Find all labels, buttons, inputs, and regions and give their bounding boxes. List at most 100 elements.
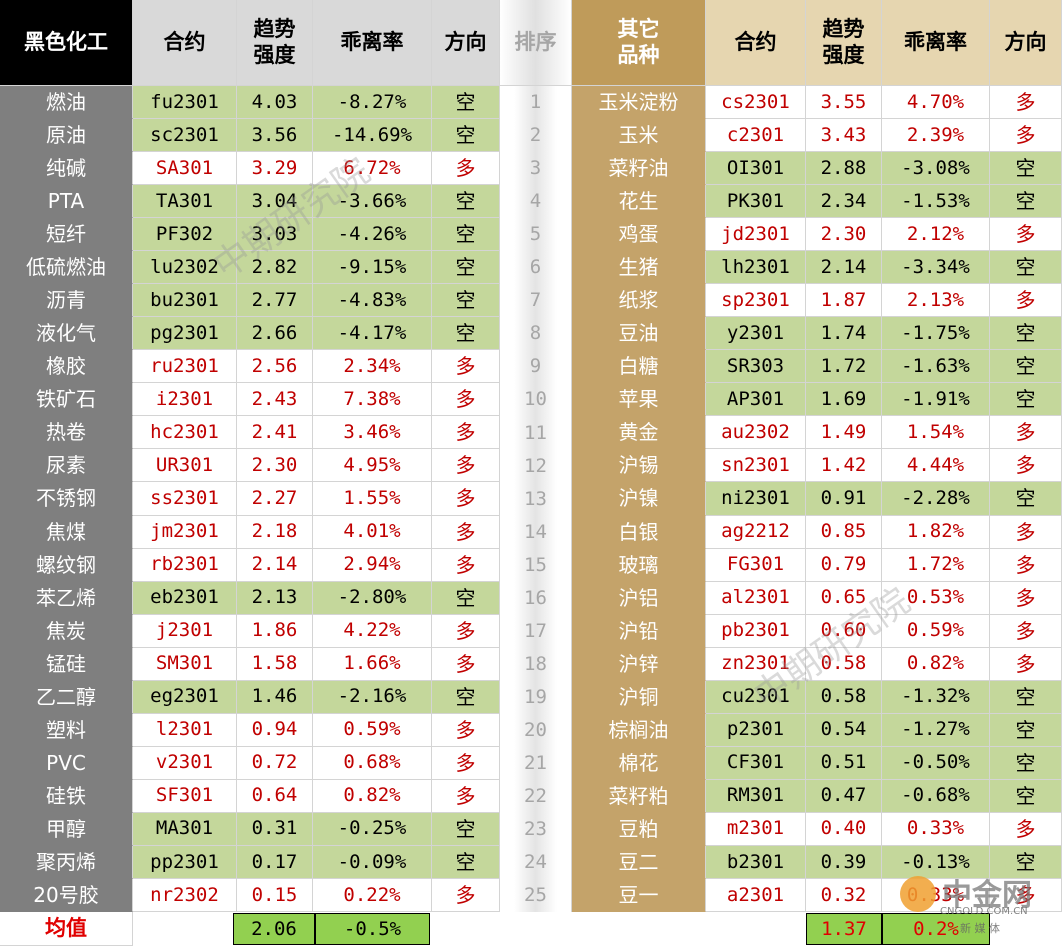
bias-cell: 4.70% xyxy=(882,86,990,120)
direction-cell: 空 xyxy=(990,383,1062,417)
strength-cell: 0.39 xyxy=(806,845,882,879)
product-name: PTA xyxy=(0,185,133,219)
contract-cell: ru2301 xyxy=(133,350,237,384)
bias-cell: 1.82% xyxy=(882,515,990,549)
product-name: 菜籽油 xyxy=(572,152,706,186)
product-name: 豆粕 xyxy=(572,812,706,846)
product-name: 玉米淀粉 xyxy=(572,86,706,120)
strength-cell: 0.79 xyxy=(806,548,882,582)
product-name: 甲醇 xyxy=(0,812,133,846)
bias-cell: 1.72% xyxy=(882,548,990,582)
rank: 19 xyxy=(500,680,572,714)
direction-cell: 多 xyxy=(432,779,500,813)
contract-cell: a2301 xyxy=(706,878,806,912)
product-name: 沥青 xyxy=(0,284,133,318)
strength-cell: 3.03 xyxy=(237,218,313,252)
product-name: 硅铁 xyxy=(0,779,133,813)
contract-cell: pp2301 xyxy=(133,845,237,879)
bias-cell: -2.28% xyxy=(882,482,990,516)
product-name: 焦煤 xyxy=(0,515,133,549)
bias-cell: -1.27% xyxy=(882,713,990,747)
direction-cell: 多 xyxy=(432,647,500,681)
strength-cell: 3.55 xyxy=(806,86,882,120)
bias-cell: -3.34% xyxy=(882,251,990,285)
direction-cell: 多 xyxy=(432,548,500,582)
strength-cell: 2.27 xyxy=(237,482,313,516)
contract-cell: hc2301 xyxy=(133,416,237,450)
strength-cell: 2.77 xyxy=(237,284,313,318)
product-name: 沪镍 xyxy=(572,482,706,516)
product-name: 白糖 xyxy=(572,350,706,384)
strength-cell: 0.47 xyxy=(806,779,882,813)
bias-cell: 0.59% xyxy=(882,614,990,648)
bias-cell: 1.54% xyxy=(882,416,990,450)
contract-cell: fu2301 xyxy=(133,86,237,120)
bias-cell: -1.75% xyxy=(882,317,990,351)
product-name: 玉米 xyxy=(572,119,706,153)
strength-cell: 0.32 xyxy=(806,878,882,912)
strength-cell: 3.29 xyxy=(237,152,313,186)
product-name: 沪铅 xyxy=(572,614,706,648)
footer-value: -0.5% xyxy=(315,913,430,945)
direction-cell: 空 xyxy=(990,251,1062,285)
bias-cell: 4.44% xyxy=(882,449,990,483)
contract-cell: AP301 xyxy=(706,383,806,417)
rank: 2 xyxy=(500,119,572,153)
contract-cell: i2301 xyxy=(133,383,237,417)
direction-cell: 空 xyxy=(990,185,1062,219)
bias-cell: 2.12% xyxy=(882,218,990,252)
rank: 3 xyxy=(500,152,572,186)
contract-cell: sn2301 xyxy=(706,449,806,483)
direction-cell: 多 xyxy=(990,812,1062,846)
product-name: 锰硅 xyxy=(0,647,133,681)
bias-cell: 2.39% xyxy=(882,119,990,153)
product-name: 橡胶 xyxy=(0,350,133,384)
product-name: 原油 xyxy=(0,119,133,153)
contract-cell: TA301 xyxy=(133,185,237,219)
product-name: 玻璃 xyxy=(572,548,706,582)
rank: 4 xyxy=(500,185,572,219)
strength-cell: 1.46 xyxy=(237,680,313,714)
strength-cell: 1.42 xyxy=(806,449,882,483)
contract-cell: PK301 xyxy=(706,185,806,219)
bias-cell: 6.72% xyxy=(313,152,432,186)
product-name: 尿素 xyxy=(0,449,133,483)
rank: 12 xyxy=(500,449,572,483)
strength-cell: 1.86 xyxy=(237,614,313,648)
rank: 16 xyxy=(500,581,572,615)
contract-cell: ni2301 xyxy=(706,482,806,516)
direction-cell: 空 xyxy=(432,185,500,219)
contract-cell: CF301 xyxy=(706,746,806,780)
rank: 14 xyxy=(500,515,572,549)
bias-cell: 0.82% xyxy=(882,647,990,681)
product-name: 沪铜 xyxy=(572,680,706,714)
contract-cell: b2301 xyxy=(706,845,806,879)
contract-cell: c2301 xyxy=(706,119,806,153)
direction-cell: 多 xyxy=(432,449,500,483)
direction-cell: 多 xyxy=(990,218,1062,252)
direction-cell: 多 xyxy=(990,515,1062,549)
bias-cell: 0.59% xyxy=(313,713,432,747)
product-name: 焦炭 xyxy=(0,614,133,648)
strength-cell: 0.94 xyxy=(237,713,313,747)
bias-cell: -3.66% xyxy=(313,185,432,219)
direction-cell: 空 xyxy=(432,86,500,120)
strength-cell: 0.60 xyxy=(806,614,882,648)
product-name: 聚丙烯 xyxy=(0,845,133,879)
direction-cell: 空 xyxy=(432,680,500,714)
strength-cell: 0.65 xyxy=(806,581,882,615)
direction-cell: 空 xyxy=(990,152,1062,186)
product-name: 纯碱 xyxy=(0,152,133,186)
direction-cell: 空 xyxy=(432,284,500,318)
direction-cell: 多 xyxy=(432,614,500,648)
strength-cell: 0.58 xyxy=(806,647,882,681)
bias-cell: 4.22% xyxy=(313,614,432,648)
rank: 5 xyxy=(500,218,572,252)
bias-cell: -4.17% xyxy=(313,317,432,351)
strength-cell: 0.17 xyxy=(237,845,313,879)
product-name: 铁矿石 xyxy=(0,383,133,417)
footer-label: 均值 xyxy=(0,912,133,946)
bias-cell: -0.13% xyxy=(882,845,990,879)
product-name: 热卷 xyxy=(0,416,133,450)
header-cell: 黑色化工 xyxy=(0,0,133,86)
